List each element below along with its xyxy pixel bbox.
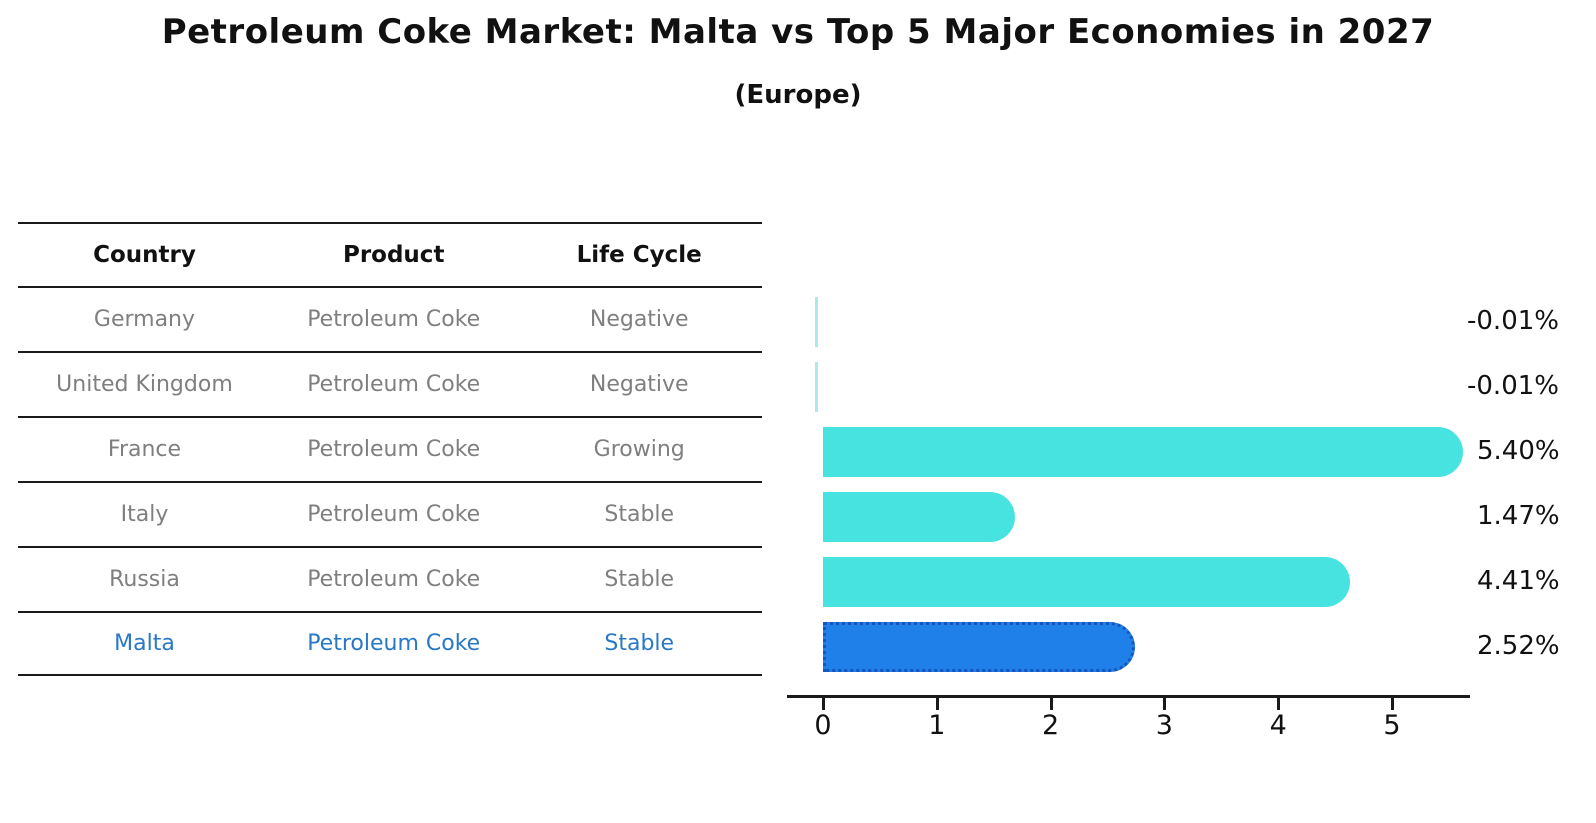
figure-subtitle: (Europe) [734,80,862,110]
x-axis-tick [1391,698,1394,710]
x-axis-tick [1049,698,1053,710]
x-axis-tick-label: 0 [814,710,832,741]
comparison-table: Country Product Life Cycle Germany Petrol… [18,222,762,676]
table-cell-lifecycle: Negative [589,372,689,397]
table-cell-product: Petroleum Coke [307,502,481,527]
column-header-product: Product [342,242,445,268]
bar-france [823,427,1463,477]
bar-malta [823,622,1135,672]
x-axis-line [787,695,1470,698]
table-cell-country: Germany [93,307,196,332]
table-cell-product: Petroleum Coke [307,631,481,656]
table-cell-product: Petroleum Coke [307,307,481,332]
x-axis-tick [1277,698,1281,710]
bar-value-label: -0.01% [1467,306,1559,336]
table-cell-lifecycle: Negative [589,307,689,332]
table-cell-country: Malta [114,631,175,656]
x-axis-tick-label: 2 [1042,710,1060,741]
x-axis-tick-label: 4 [1269,710,1287,741]
x-axis-tick-label: 5 [1383,710,1401,741]
table-row: Italy Petroleum Coke Stable [18,481,762,546]
table-cell-country: Russia [109,567,180,592]
bar-united-kingdom [815,362,818,412]
bar-value-label: 2.52% [1477,631,1560,661]
table-row: Germany Petroleum Coke Negative [18,286,762,351]
table-cell-product: Petroleum Coke [307,567,481,592]
bar-value-label: -0.01% [1467,371,1559,401]
bar-value-label: 5.40% [1477,436,1560,466]
table-body: Germany Petroleum Coke Negative United King… [18,286,762,676]
bar-russia [823,557,1350,607]
bar-germany [815,297,818,347]
x-axis-tick-label: 3 [1155,710,1173,741]
table-cell-country: United Kingdom [56,372,233,397]
table-row: Russia Petroleum Coke Stable [18,546,762,611]
bar-value-label: 1.47% [1477,501,1560,531]
table-cell-country: France [107,437,182,462]
column-header-lifecycle: Life Cycle [576,242,702,268]
x-axis-tick [822,698,825,710]
table-row: France Petroleum Coke Growing [18,416,762,481]
table-cell-lifecycle: Growing [593,437,685,462]
x-axis-tick-label: 1 [928,710,946,741]
table-cell-product: Petroleum Coke [307,372,481,397]
figure-title: Petroleum Coke Market: Malta vs Top 5 Ma… [161,12,1435,52]
table-cell-product: Petroleum Coke [307,437,481,462]
table-header-row: Country Product Life Cycle [18,222,762,286]
table-cell-country: Italy [120,502,169,527]
bar-italy [823,492,1016,542]
column-header-country: Country [93,242,196,268]
table-row: United Kingdom Petroleum Coke Negative [18,351,762,416]
x-axis-tick [935,698,939,710]
table-cell-lifecycle: Stable [604,502,675,527]
table-row: Malta Petroleum Coke Stable [18,611,762,676]
x-axis-tick [1163,698,1167,710]
table-cell-lifecycle: Stable [604,631,675,656]
bar-value-label: 4.41% [1477,566,1560,596]
table-cell-lifecycle: Stable [604,567,675,592]
